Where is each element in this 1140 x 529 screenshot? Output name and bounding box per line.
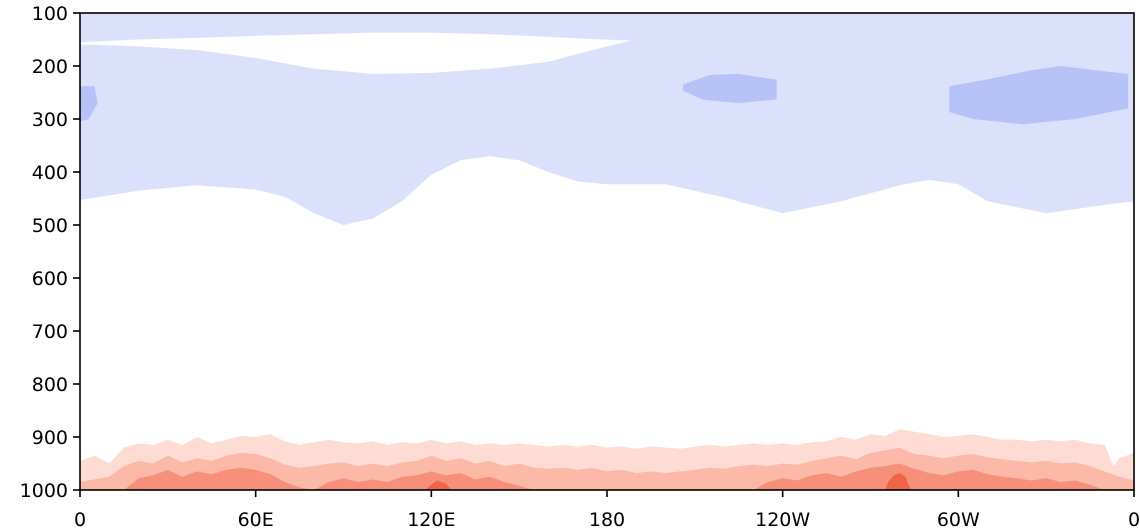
x-tick-label: 120E (407, 509, 455, 529)
y-tick-label: 1000 (20, 480, 68, 502)
contour-region-warm-band-3 (80, 463, 1134, 490)
contour-region-warm-peak-west (885, 473, 912, 490)
contour-region-cool-patch-west-edge (80, 86, 98, 122)
y-tick-label: 700 (32, 321, 68, 343)
y-tick-label: 100 (32, 3, 68, 25)
contour-region-warm-peak-central (425, 480, 452, 490)
x-axis: 0 60E 120E 180 120W 60W 0 (74, 490, 1140, 529)
y-tick-label: 200 (32, 56, 68, 78)
y-tick-label: 500 (32, 215, 68, 237)
x-tick-label: 0 (1128, 509, 1140, 529)
y-tick-label: 600 (32, 268, 68, 290)
plot-area (80, 13, 1134, 490)
y-axis: 100 200 300 400 500 600 700 800 900 1000 (20, 3, 80, 502)
x-tick-label: 180 (589, 509, 625, 529)
x-tick-label: 60E (238, 509, 274, 529)
contour-region-cool-patch-atlantic (949, 66, 1129, 125)
contour-region-upper-clear-pocket (80, 32, 631, 74)
x-tick-label: 120W (755, 509, 810, 529)
y-tick-label: 900 (32, 427, 68, 449)
y-tick-label: 800 (32, 374, 68, 396)
x-tick-label: 60W (937, 509, 980, 529)
contour-region-cool-patch-central-pacific (683, 73, 777, 104)
y-tick-label: 300 (32, 109, 68, 131)
x-tick-label: 0 (74, 509, 86, 529)
y-tick-label: 400 (32, 162, 68, 184)
